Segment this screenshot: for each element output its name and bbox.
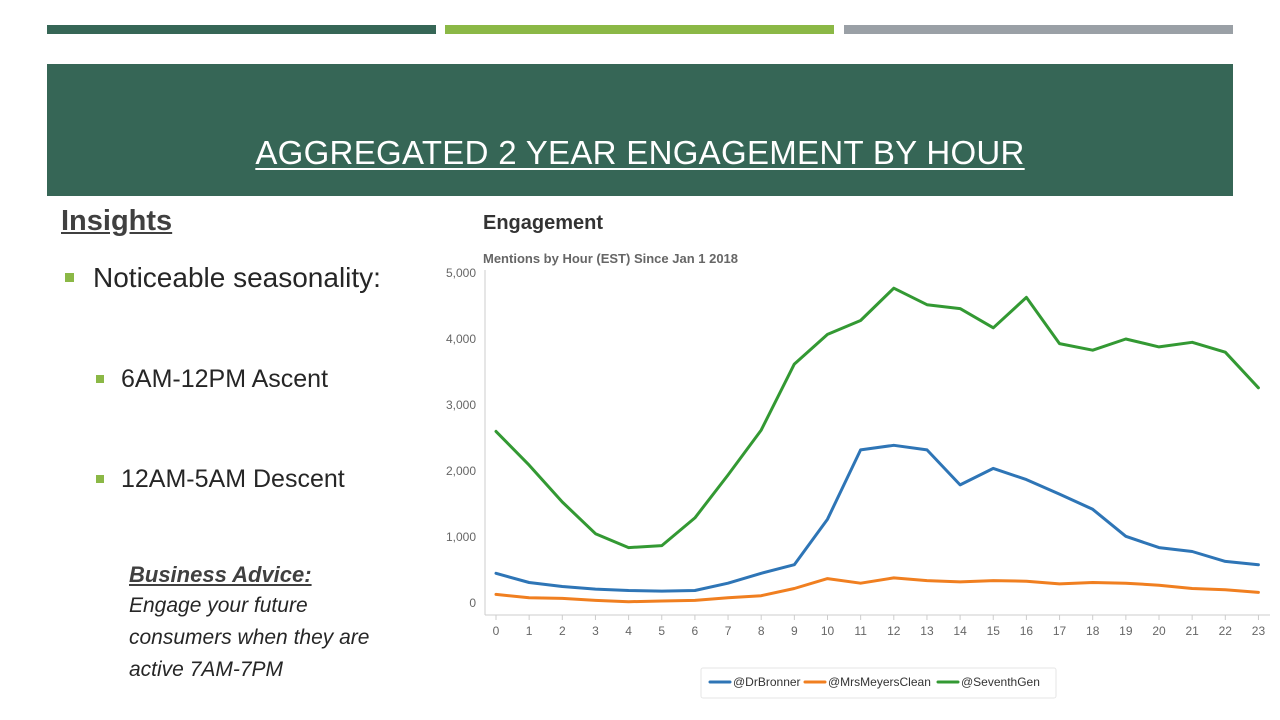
slide-title: AGGREGATED 2 YEAR ENGAGEMENT BY HOUR [255,134,1025,171]
x-tick-label: 16 [1020,624,1034,638]
legend-box [700,667,1057,699]
legend-label-mrsmeyersclean: @MrsMeyersClean [828,675,931,689]
x-tick-label: 1 [526,624,533,638]
x-tick-label: 23 [1252,624,1266,638]
bullet-square-icon [96,375,104,383]
x-tick-label: 6 [692,624,699,638]
x-tick-label: 21 [1185,624,1199,638]
bullet-square-icon [65,273,74,282]
y-tick-label: 0 [469,596,476,610]
accent-bar-gray [844,25,1233,34]
x-tick-label: 13 [920,624,934,638]
x-tick-label: 15 [987,624,1001,638]
x-tick-label: 10 [821,624,835,638]
x-tick-label: 9 [791,624,798,638]
y-tick-label: 3,000 [446,398,476,412]
accent-bar-light-green [445,25,834,34]
legend-label-seventhgen: @SeventhGen [961,675,1040,689]
y-tick-label: 4,000 [446,332,476,346]
chart-title: Engagement [483,212,604,234]
series-line-seventhgen [494,286,1260,550]
x-tick-label: 22 [1219,624,1233,638]
insight-sub-bullet: 12AM-5AM Descent [121,465,345,493]
x-tick-label: 17 [1053,624,1067,638]
x-tick-label: 14 [953,624,967,638]
x-tick-label: 12 [887,624,901,638]
bullet-square-icon [96,475,104,483]
x-tick-label: 20 [1152,624,1166,638]
business-advice-line: active 7AM-7PM [129,658,284,681]
x-tick-label: 2 [559,624,566,638]
y-tick-label: 1,000 [446,530,476,544]
business-advice-heading: Business Advice: [129,562,312,587]
x-tick-label: 3 [592,624,599,638]
y-tick-label: 5,000 [446,266,476,280]
title-band [47,64,1233,196]
x-tick-label: 19 [1119,624,1133,638]
insight-bullet: Noticeable seasonality: [93,262,381,293]
business-advice-line: consumers when they are [129,626,370,649]
accent-bar-dark-green [47,25,436,34]
x-tick-label: 11 [854,624,867,638]
legend-label-drbronner: @DrBronner [733,675,801,689]
x-tick-label: 8 [758,624,765,638]
x-tick-label: 4 [625,624,632,638]
x-tick-label: 7 [725,624,732,638]
y-tick-label: 2,000 [446,464,476,478]
business-advice-line: Engage your future [129,594,308,617]
chart-subtitle: Mentions by Hour (EST) Since Jan 1 2018 [483,251,739,266]
insight-sub-bullet: 6AM-12PM Ascent [121,365,329,393]
series-line-drbronner [494,443,1260,593]
insights-heading: Insights [61,205,173,237]
x-tick-label: 18 [1086,624,1100,638]
series-line-mrsmeyersclean [494,576,1260,604]
x-tick-label: 0 [493,624,500,638]
x-tick-label: 5 [658,624,665,638]
